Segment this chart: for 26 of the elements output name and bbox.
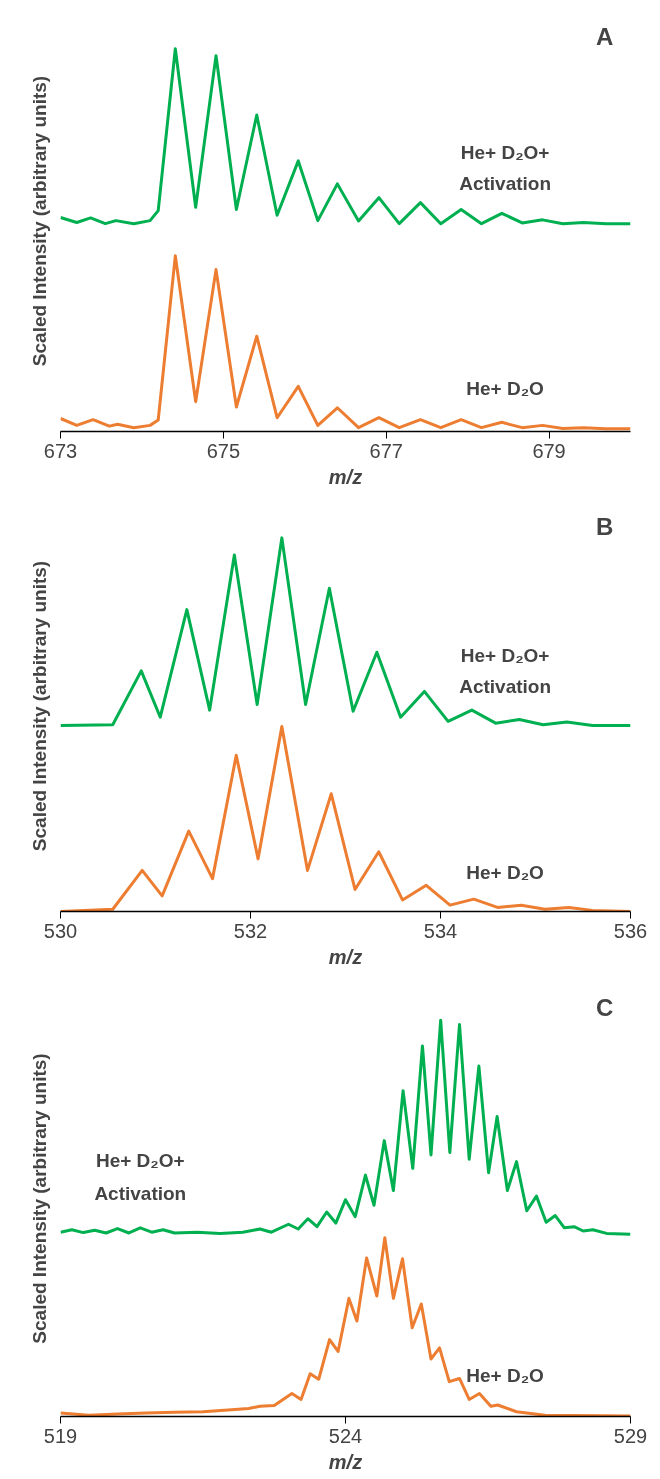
- x-tick-label: 534: [423, 919, 458, 942]
- x-tick-label: 536: [613, 919, 648, 942]
- x-axis-title: m/z: [328, 945, 363, 968]
- x-axis-title: m/z: [328, 465, 363, 488]
- series-label: He+ D₂O+ Activation: [459, 141, 552, 195]
- x-tick-label: 532: [233, 919, 268, 942]
- series-label: He+ D₂O: [466, 861, 544, 883]
- x-tick-label: 673: [43, 439, 78, 462]
- y-axis-title: Scaled Intensity (arbitrary units): [28, 560, 50, 852]
- chart-title: C: [596, 993, 614, 1021]
- x-tick-label: 529: [613, 1424, 648, 1447]
- x-tick-label: 524: [328, 1424, 363, 1447]
- x-tick-label: 679: [532, 439, 566, 462]
- series-label: He+ D₂O: [466, 378, 544, 400]
- series-label: He+ D₂O: [466, 1364, 544, 1386]
- series-label: He+ D₂O+ Activation: [459, 644, 552, 697]
- chart-title: A: [596, 23, 614, 51]
- chart-title: B: [596, 512, 614, 540]
- x-axis-title: m/z: [328, 1450, 363, 1473]
- series-label: He+ D₂O+ Activation: [94, 1149, 187, 1204]
- x-tick-label: 530: [43, 919, 78, 942]
- x-tick-label: 677: [369, 439, 403, 462]
- x-tick-label: 675: [206, 439, 241, 462]
- y-axis-title: Scaled Intensity (arbitrary units): [28, 1053, 50, 1344]
- x-tick-label: 519: [43, 1424, 78, 1447]
- y-axis-title: Scaled Intensity (arbitrary units): [28, 75, 50, 367]
